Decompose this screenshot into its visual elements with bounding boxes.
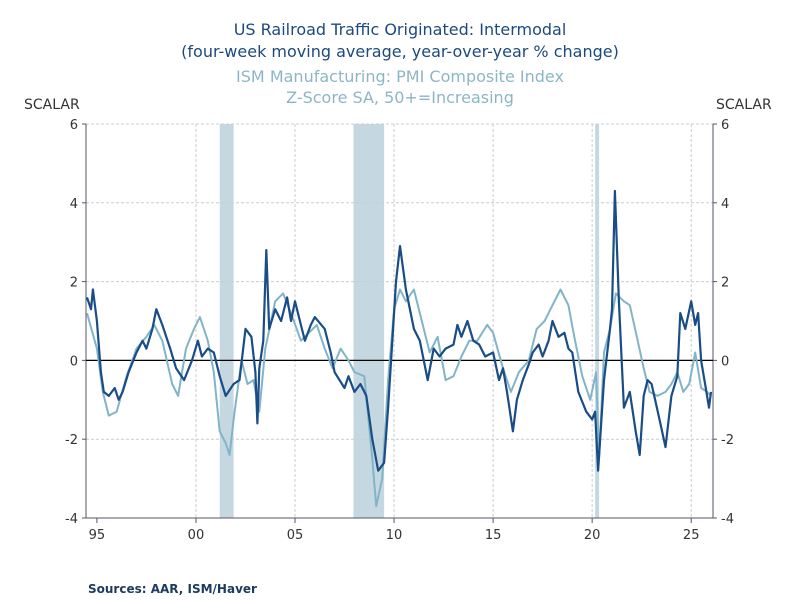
y-tick-label-right: 0 (721, 354, 729, 369)
chart-subtitle-line2: Z-Score SA, 50+=Increasing (286, 88, 514, 107)
y-tick-label-right: 2 (721, 276, 729, 291)
x-tick-label: 10 (386, 528, 403, 543)
ism-series-line (86, 288, 712, 508)
y-tick-label-left: 6 (70, 118, 78, 133)
recession-band (219, 124, 234, 518)
rail-series-line (85, 189, 713, 472)
chart-title-line2: (four-week moving average, year-over-yea… (181, 42, 619, 61)
y-tick-label-left: 2 (70, 276, 78, 291)
x-tick-label: 00 (188, 528, 205, 543)
chart-subtitle-line1: ISM Manufacturing: PMI Composite Index (236, 67, 564, 86)
recession-band (595, 124, 600, 518)
y-tick-label-right: -2 (721, 433, 734, 448)
y-tick-label-left: 4 (70, 197, 78, 212)
x-tick-label: 95 (89, 528, 106, 543)
y-tick-label-left: 0 (70, 354, 78, 369)
x-tick-label: 25 (683, 528, 700, 543)
x-tick-label: 20 (584, 528, 601, 543)
y-tick-label-left: -2 (65, 433, 78, 448)
chart-title-line1: US Railroad Traffic Originated: Intermod… (233, 20, 567, 39)
source-note: Sources: AAR, ISM/Haver (88, 582, 257, 596)
recession-band (353, 124, 385, 518)
y-tick-label-right: 6 (721, 118, 729, 133)
y-tick-label-left: -4 (65, 512, 78, 527)
x-tick-label: 05 (287, 528, 304, 543)
y-tick-label-right: -4 (721, 512, 734, 527)
y-tick-label-right: 4 (721, 197, 729, 212)
y-axis-label-right: SCALAR (716, 97, 772, 113)
y-axis-label-left: SCALAR (24, 97, 80, 113)
x-tick-label: 15 (485, 528, 502, 543)
